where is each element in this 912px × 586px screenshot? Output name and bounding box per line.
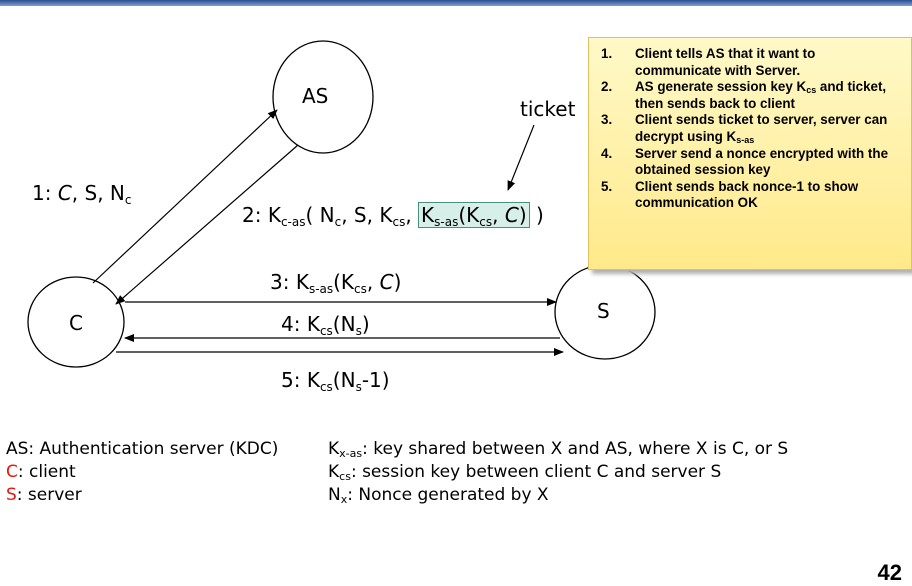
legend-as-definition: AS: Authentication server (KDC) bbox=[6, 439, 279, 459]
legend-kcs-definition: Kcs: session key between client C and se… bbox=[328, 462, 722, 483]
node-as-circle bbox=[272, 40, 374, 154]
legend-s-definition: S: server bbox=[6, 485, 82, 505]
legend-left: AS: Authentication server (KDC) C: clien… bbox=[6, 438, 278, 507]
step-item-1: 1. Client tells AS that it want to commun… bbox=[601, 46, 816, 78]
message-4-label: 4: Kcs(Ns) bbox=[281, 312, 370, 338]
title-bar-stripe bbox=[0, 0, 912, 6]
ticket-pointer-arrow bbox=[507, 124, 535, 191]
step-item-4: 4. Server send a nonce encrypted with the… bbox=[601, 145, 889, 178]
message-2-label: 2: Kc-as( Nc, S, Kcs, Ks-as(Kcs, C) ) bbox=[242, 202, 544, 229]
node-c-label: C bbox=[69, 311, 83, 335]
step-item-2: 2. AS generate session key Kcs and ticket… bbox=[601, 79, 887, 111]
page-number: 42 bbox=[877, 560, 902, 585]
message-3-label: 3: Ks-as(Kcs, C) bbox=[270, 270, 402, 296]
ticket-highlight: Ks-as(Kcs, C) bbox=[418, 202, 530, 228]
ticket-label: ticket bbox=[520, 97, 576, 121]
node-s-label: S bbox=[597, 299, 610, 323]
steps-note-box: 1. Client tells AS that it want to commun… bbox=[588, 37, 912, 270]
node-as-label: AS bbox=[302, 84, 329, 108]
step-item-3: 3. Client sends ticket to server, server … bbox=[601, 112, 888, 145]
arrow-msg1 bbox=[92, 109, 278, 284]
legend-nx-definition: Nx: Nonce generated by X bbox=[328, 485, 549, 506]
steps-list: 1. Client tells AS that it want to commun… bbox=[601, 46, 905, 212]
legend-right: Kx-as: key shared between X and AS, wher… bbox=[328, 438, 788, 507]
message-1-label: 1: C, S, Nc bbox=[32, 181, 132, 207]
legend-c-definition: C: client bbox=[6, 462, 76, 482]
message-5-label: 5: Kcs(Ns-1) bbox=[281, 368, 390, 394]
node-c-circle bbox=[27, 276, 125, 368]
step-item-5: 5. Client sends back nonce-1 to show comm… bbox=[601, 178, 859, 211]
legend-kxas-definition: Kx-as: key shared between X and AS, wher… bbox=[328, 439, 789, 460]
arrow-msg2 bbox=[115, 144, 299, 305]
